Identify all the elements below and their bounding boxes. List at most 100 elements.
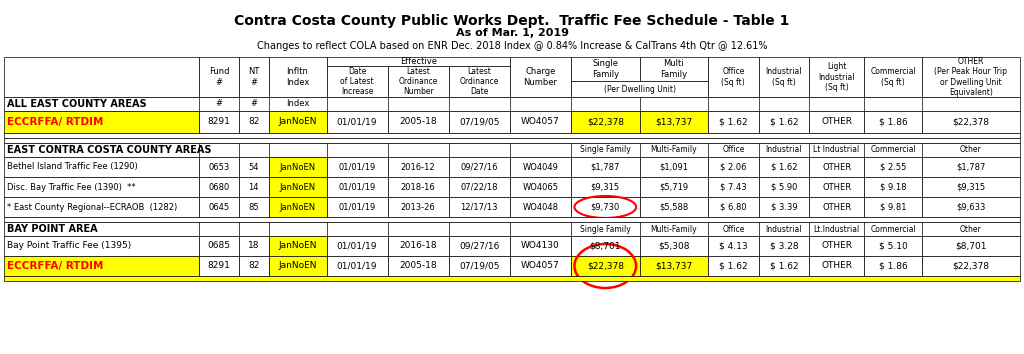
Text: 2005-18: 2005-18: [399, 118, 437, 126]
Text: $9,315: $9,315: [591, 183, 620, 192]
Bar: [268, 111, 327, 133]
Text: $5,588: $5,588: [659, 202, 688, 211]
Bar: [759, 197, 809, 217]
Text: JanNoEN: JanNoEN: [280, 183, 315, 192]
Bar: [571, 177, 640, 197]
Bar: [388, 111, 449, 133]
Text: Multi-Family: Multi-Family: [650, 224, 697, 234]
Text: WO4048: WO4048: [522, 202, 558, 211]
Bar: [449, 177, 510, 197]
Text: 01/01/19: 01/01/19: [339, 183, 376, 192]
Bar: [640, 197, 708, 217]
Bar: [510, 111, 571, 133]
Text: $ 7.43: $ 7.43: [720, 183, 746, 192]
Text: Index: Index: [286, 99, 309, 108]
Text: * East County Regional--ECRAOB  (1282): * East County Regional--ECRAOB (1282): [7, 202, 177, 211]
Bar: [4, 256, 199, 276]
Bar: [864, 57, 922, 97]
Bar: [4, 177, 199, 197]
Text: $ 4.13: $ 4.13: [719, 241, 748, 251]
Bar: [199, 256, 239, 276]
Bar: [809, 157, 864, 177]
Text: 0653: 0653: [208, 162, 229, 171]
Text: #: #: [250, 99, 257, 108]
Bar: [4, 222, 1020, 236]
Bar: [864, 236, 922, 256]
Text: EAST CONTRA COSTA COUNTY AREAS: EAST CONTRA COSTA COUNTY AREAS: [7, 145, 212, 155]
Bar: [268, 177, 327, 197]
Text: Office: Office: [722, 224, 744, 234]
Bar: [759, 157, 809, 177]
Text: $1,091: $1,091: [659, 162, 688, 171]
Bar: [510, 177, 571, 197]
Bar: [759, 111, 809, 133]
Bar: [449, 256, 510, 276]
Bar: [708, 197, 759, 217]
Text: $5,719: $5,719: [659, 183, 688, 192]
Text: $ 1.62: $ 1.62: [770, 262, 799, 270]
Bar: [268, 157, 327, 177]
Text: $9,315: $9,315: [956, 183, 985, 192]
Text: Lt.Industrial: Lt.Industrial: [813, 224, 860, 234]
Bar: [640, 236, 708, 256]
Text: Bethel Island Traffic Fee (1290): Bethel Island Traffic Fee (1290): [7, 162, 138, 171]
Bar: [510, 57, 571, 97]
Bar: [640, 177, 708, 197]
Bar: [809, 256, 864, 276]
Bar: [759, 256, 809, 276]
Text: Lt Industrial: Lt Industrial: [813, 145, 860, 154]
Bar: [4, 143, 1020, 157]
Text: 85: 85: [249, 202, 259, 211]
Text: $22,378: $22,378: [587, 262, 624, 270]
Text: $ 1.86: $ 1.86: [879, 262, 907, 270]
Bar: [268, 57, 327, 97]
Bar: [449, 157, 510, 177]
Bar: [4, 157, 199, 177]
Text: $ 1.62: $ 1.62: [770, 118, 799, 126]
Text: 8291: 8291: [208, 118, 230, 126]
Text: 01/01/19: 01/01/19: [339, 162, 376, 171]
Text: 07/22/18: 07/22/18: [461, 183, 498, 192]
Bar: [388, 177, 449, 197]
Text: 2016-18: 2016-18: [399, 241, 437, 251]
Text: OTHER: OTHER: [822, 162, 851, 171]
Bar: [571, 111, 640, 133]
Bar: [4, 97, 1020, 111]
Text: 18: 18: [248, 241, 259, 251]
Bar: [327, 177, 388, 197]
Text: OTHER: OTHER: [821, 241, 852, 251]
Bar: [199, 197, 239, 217]
Text: $ 3.39: $ 3.39: [771, 202, 798, 211]
Text: Multi
Family: Multi Family: [660, 59, 687, 79]
Text: Commercial
(Sq ft): Commercial (Sq ft): [870, 67, 915, 87]
Text: $ 2.06: $ 2.06: [720, 162, 746, 171]
Text: 01/01/19: 01/01/19: [337, 241, 377, 251]
Bar: [571, 236, 640, 256]
Text: 2005-18: 2005-18: [399, 262, 437, 270]
Bar: [510, 256, 571, 276]
Bar: [4, 57, 199, 97]
Text: OTHER: OTHER: [822, 183, 851, 192]
Text: 2013-26: 2013-26: [400, 202, 435, 211]
Text: 0685: 0685: [208, 241, 230, 251]
Bar: [327, 66, 388, 97]
Text: 01/01/19: 01/01/19: [337, 262, 377, 270]
Bar: [449, 66, 510, 97]
Bar: [571, 81, 708, 97]
Bar: [759, 57, 809, 97]
Bar: [708, 177, 759, 197]
Bar: [510, 236, 571, 256]
Text: $22,378: $22,378: [952, 118, 989, 126]
Text: JanNoEN: JanNoEN: [279, 262, 316, 270]
Text: WO4065: WO4065: [522, 183, 558, 192]
Bar: [239, 111, 268, 133]
Bar: [4, 217, 1020, 222]
Text: JanNoEN: JanNoEN: [280, 162, 315, 171]
Text: $1,787: $1,787: [591, 162, 620, 171]
Bar: [199, 111, 239, 133]
Text: Bay Point Traffic Fee (1395): Bay Point Traffic Fee (1395): [7, 241, 131, 251]
Bar: [864, 111, 922, 133]
Text: Other: Other: [961, 224, 982, 234]
Bar: [864, 157, 922, 177]
Text: Commercial: Commercial: [870, 145, 915, 154]
